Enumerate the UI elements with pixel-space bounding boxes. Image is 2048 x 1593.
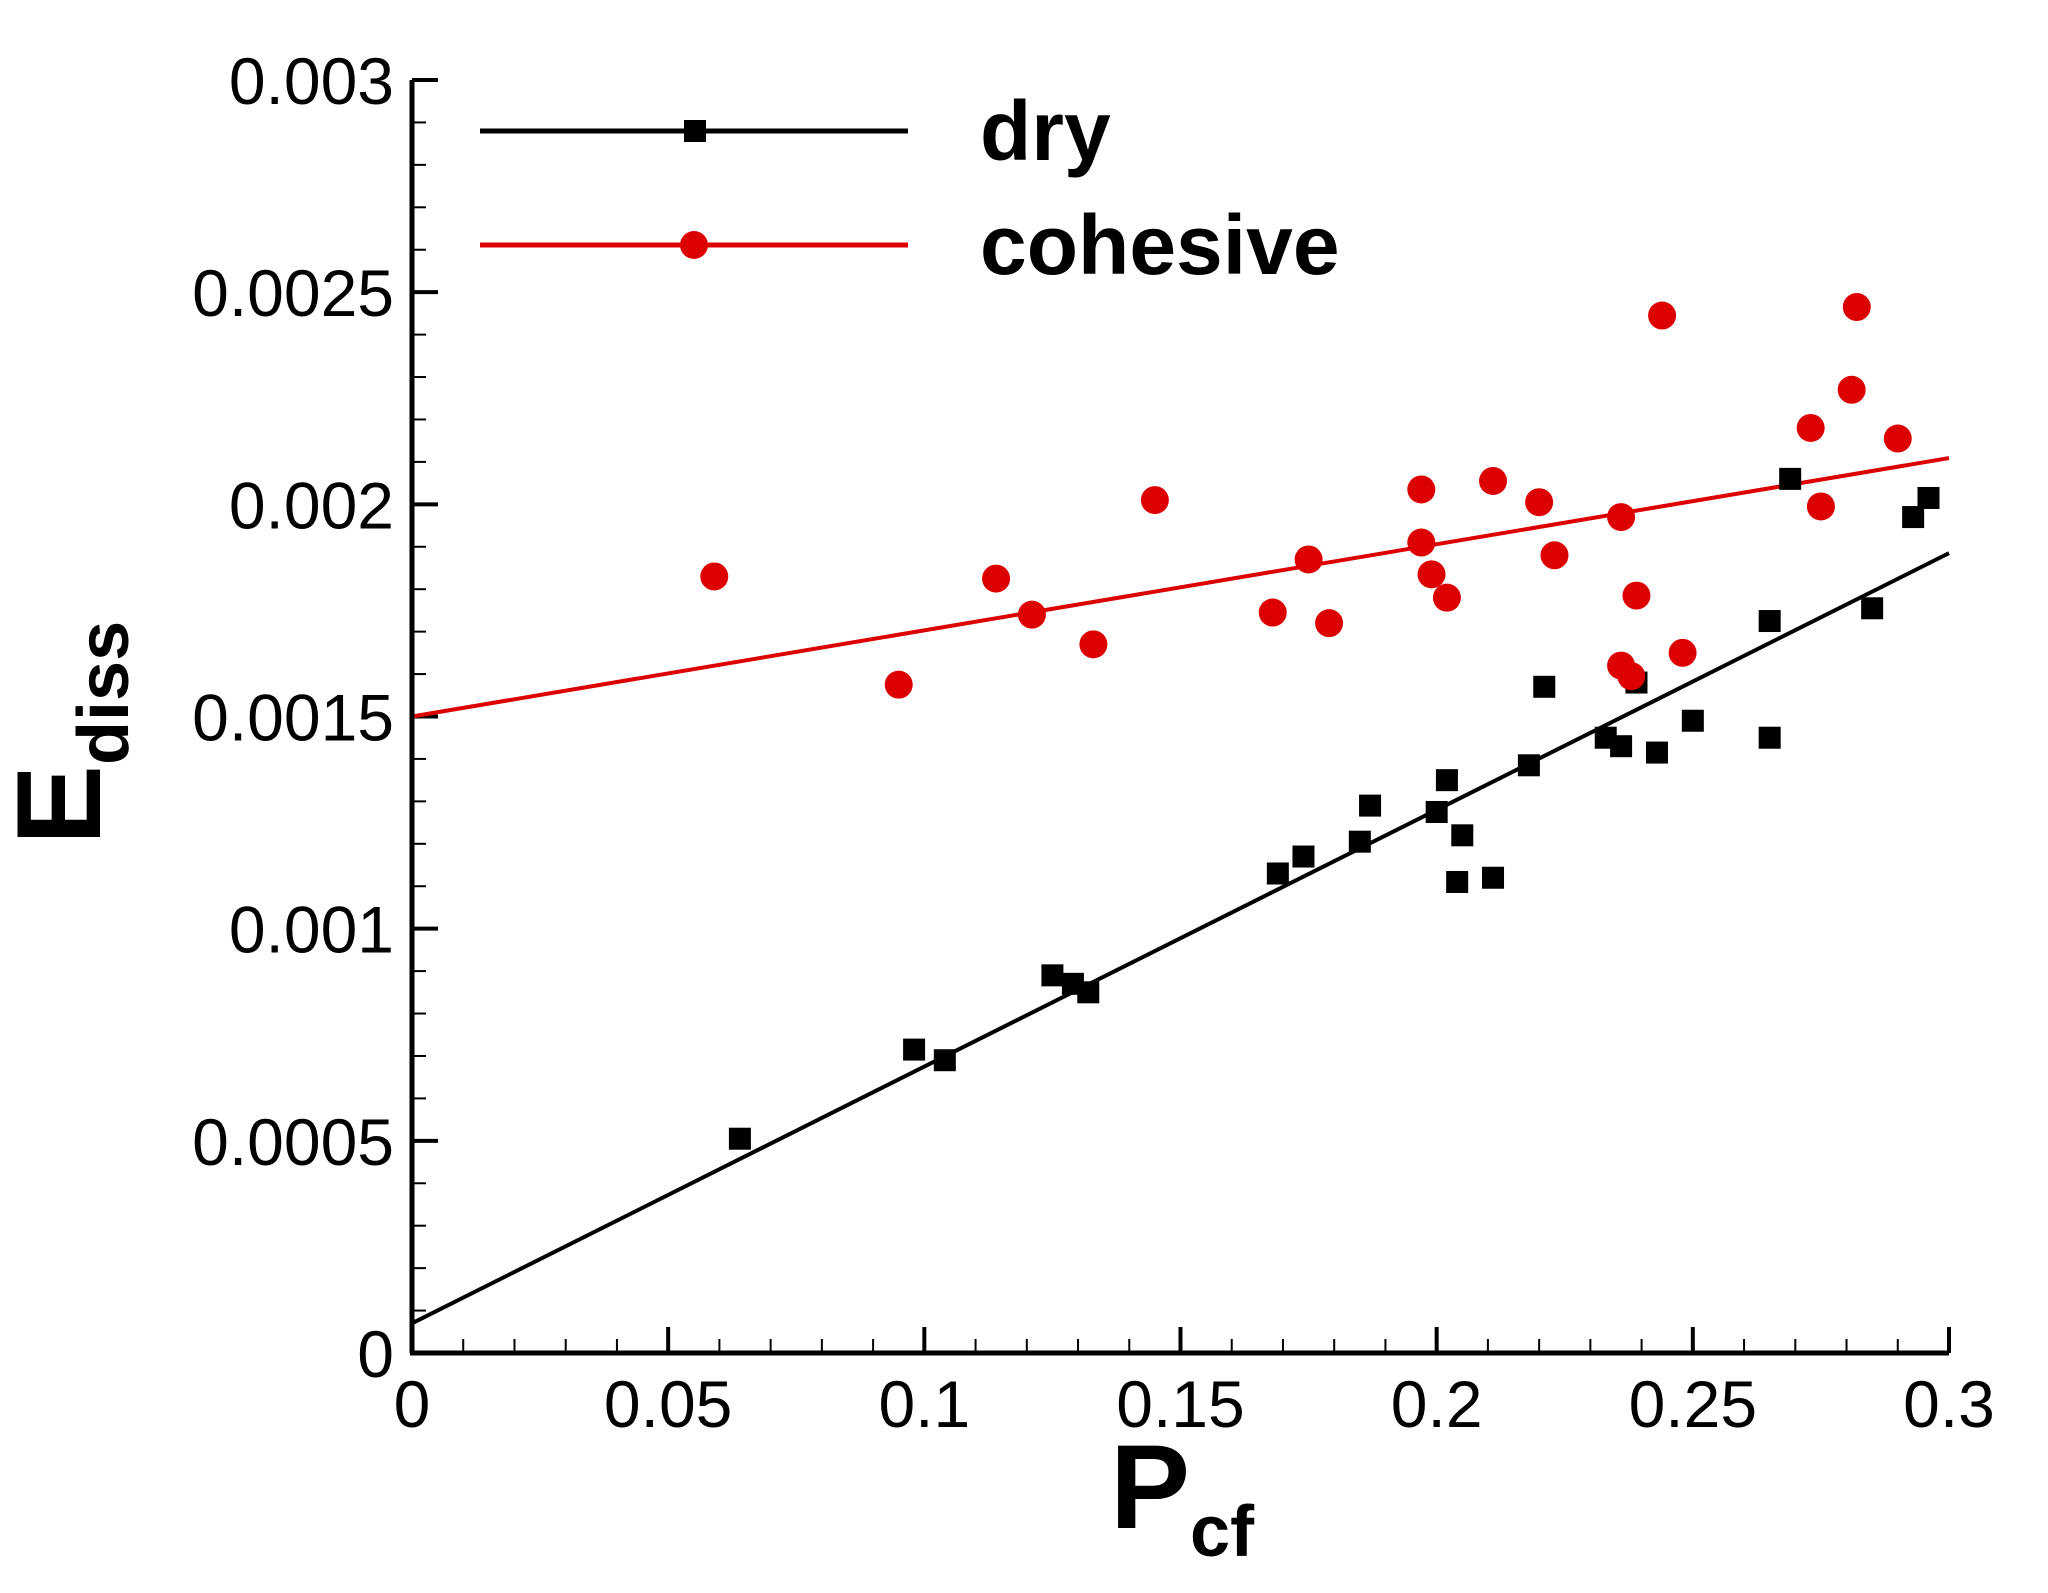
x-tick-label: 0	[394, 1367, 431, 1441]
y-tick-label: 0.001	[229, 893, 394, 967]
point-cohesive	[1432, 583, 1461, 612]
point-cohesive	[1842, 293, 1871, 322]
point-dry	[1435, 769, 1458, 792]
point-dry	[1077, 981, 1100, 1004]
point-dry	[1610, 735, 1633, 758]
point-cohesive	[1883, 424, 1912, 453]
legend-marker-dry	[684, 120, 706, 142]
point-dry	[1348, 830, 1371, 853]
x-tick-label: 0.2	[1391, 1367, 1483, 1441]
point-cohesive	[1796, 413, 1825, 442]
x-tick-label: 0.15	[1116, 1367, 1244, 1441]
legend-label-cohesive: cohesive	[980, 198, 1340, 292]
point-cohesive	[1417, 560, 1446, 589]
point-dry	[1041, 964, 1064, 987]
point-dry	[1482, 866, 1505, 889]
y-tick-label: 0.003	[229, 44, 394, 118]
point-cohesive	[982, 564, 1011, 593]
y-tick-label: 0.0015	[192, 681, 394, 755]
point-cohesive	[1479, 466, 1508, 495]
y-axis-title-main: E	[0, 765, 126, 845]
point-dry	[1446, 870, 1469, 893]
point-cohesive	[1622, 581, 1651, 610]
point-dry	[1359, 794, 1382, 817]
x-axis-title-main: P	[1110, 1420, 1190, 1554]
point-dry	[1758, 610, 1781, 633]
point-dry	[1451, 824, 1474, 847]
x-tick-label: 0.05	[604, 1367, 732, 1441]
point-dry	[1425, 800, 1448, 823]
x-tick-label: 0.3	[1903, 1367, 1995, 1441]
point-cohesive	[1525, 488, 1554, 517]
y-tick-label: 0.0005	[192, 1105, 394, 1179]
point-dry	[1517, 754, 1540, 777]
point-cohesive	[1079, 630, 1108, 659]
point-dry	[1266, 862, 1289, 885]
point-dry	[1758, 726, 1781, 749]
point-cohesive	[1617, 662, 1646, 691]
legend-item-cohesive: cohesive	[480, 198, 1340, 292]
y-axis-title: Ediss	[0, 621, 144, 845]
point-cohesive	[700, 562, 729, 591]
point-cohesive	[1837, 375, 1866, 404]
point-dry	[1681, 709, 1704, 732]
fit-line-cohesive	[411, 456, 1950, 719]
point-dry	[1861, 597, 1884, 620]
point-cohesive	[1140, 486, 1169, 515]
x-axis-title: Pcf	[1110, 1420, 1255, 1572]
point-cohesive	[1315, 609, 1344, 638]
x-axis-title-sub: cf	[1190, 1492, 1255, 1572]
point-dry	[728, 1127, 751, 1150]
y-tick-label: 0.002	[229, 468, 394, 542]
legend-marker-cohesive	[680, 231, 708, 259]
point-cohesive	[1017, 600, 1046, 629]
point-dry	[1645, 741, 1668, 764]
tick-labels: 0 0.05 0.1 0.15 0.2 0.25 0.3 0 0.0005 0.001 0.0015…	[192, 44, 1995, 1441]
fit-lines	[411, 456, 1950, 1326]
legend-item-dry: dry	[480, 84, 1111, 178]
point-cohesive	[1806, 492, 1835, 521]
point-cohesive	[884, 670, 913, 699]
point-dry	[933, 1049, 956, 1072]
point-cohesive	[1607, 503, 1636, 532]
point-dry	[1902, 506, 1925, 529]
legend: dry cohesive	[480, 84, 1340, 292]
x-tick-label: 0.25	[1629, 1367, 1757, 1441]
fit-line-dry	[411, 551, 1950, 1326]
point-cohesive	[1540, 541, 1569, 570]
point-cohesive	[1668, 638, 1697, 667]
point-cohesive	[1407, 528, 1436, 557]
markers	[700, 293, 1940, 1150]
point-cohesive	[1294, 545, 1323, 574]
y-tick-label: 0.0025	[192, 256, 394, 330]
point-dry	[1533, 675, 1556, 698]
point-cohesive	[1407, 475, 1436, 504]
point-dry	[1779, 467, 1802, 490]
point-dry	[903, 1038, 926, 1061]
point-cohesive	[1258, 598, 1287, 627]
point-dry	[1917, 486, 1940, 509]
x-tick-label: 0.1	[878, 1367, 970, 1441]
y-axis-title-sub: diss	[64, 621, 144, 765]
point-cohesive	[1648, 301, 1677, 330]
legend-label-dry: dry	[980, 84, 1111, 178]
point-dry	[1292, 845, 1315, 868]
y-tick-label: 0	[357, 1317, 394, 1391]
